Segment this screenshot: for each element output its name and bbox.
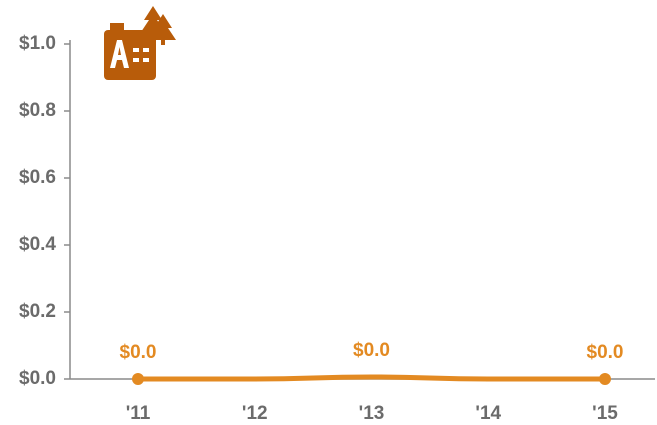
y-tick-label: $0.0 bbox=[19, 368, 56, 389]
y-tick-label: $0.4 bbox=[19, 234, 56, 255]
data-label: $0.0 bbox=[120, 342, 157, 363]
x-tick-label: '15 bbox=[592, 403, 618, 424]
x-tick-label: '12 bbox=[242, 403, 268, 424]
x-tick-label: '13 bbox=[359, 403, 385, 424]
x-tick-label: '14 bbox=[475, 403, 501, 424]
y-tick-label: $0.6 bbox=[19, 167, 56, 188]
y-tick-label: $0.8 bbox=[19, 100, 56, 121]
line bbox=[137, 374, 605, 382]
point bbox=[599, 373, 611, 385]
y-tick-label: $0.2 bbox=[19, 301, 56, 322]
point bbox=[132, 373, 144, 385]
y-tick-label: $1.0 bbox=[19, 33, 56, 54]
data-label: $0.0 bbox=[587, 342, 624, 363]
icon bbox=[104, 6, 176, 80]
x-tick-label: '11 bbox=[126, 403, 151, 424]
data-label: $0.0 bbox=[353, 340, 390, 361]
